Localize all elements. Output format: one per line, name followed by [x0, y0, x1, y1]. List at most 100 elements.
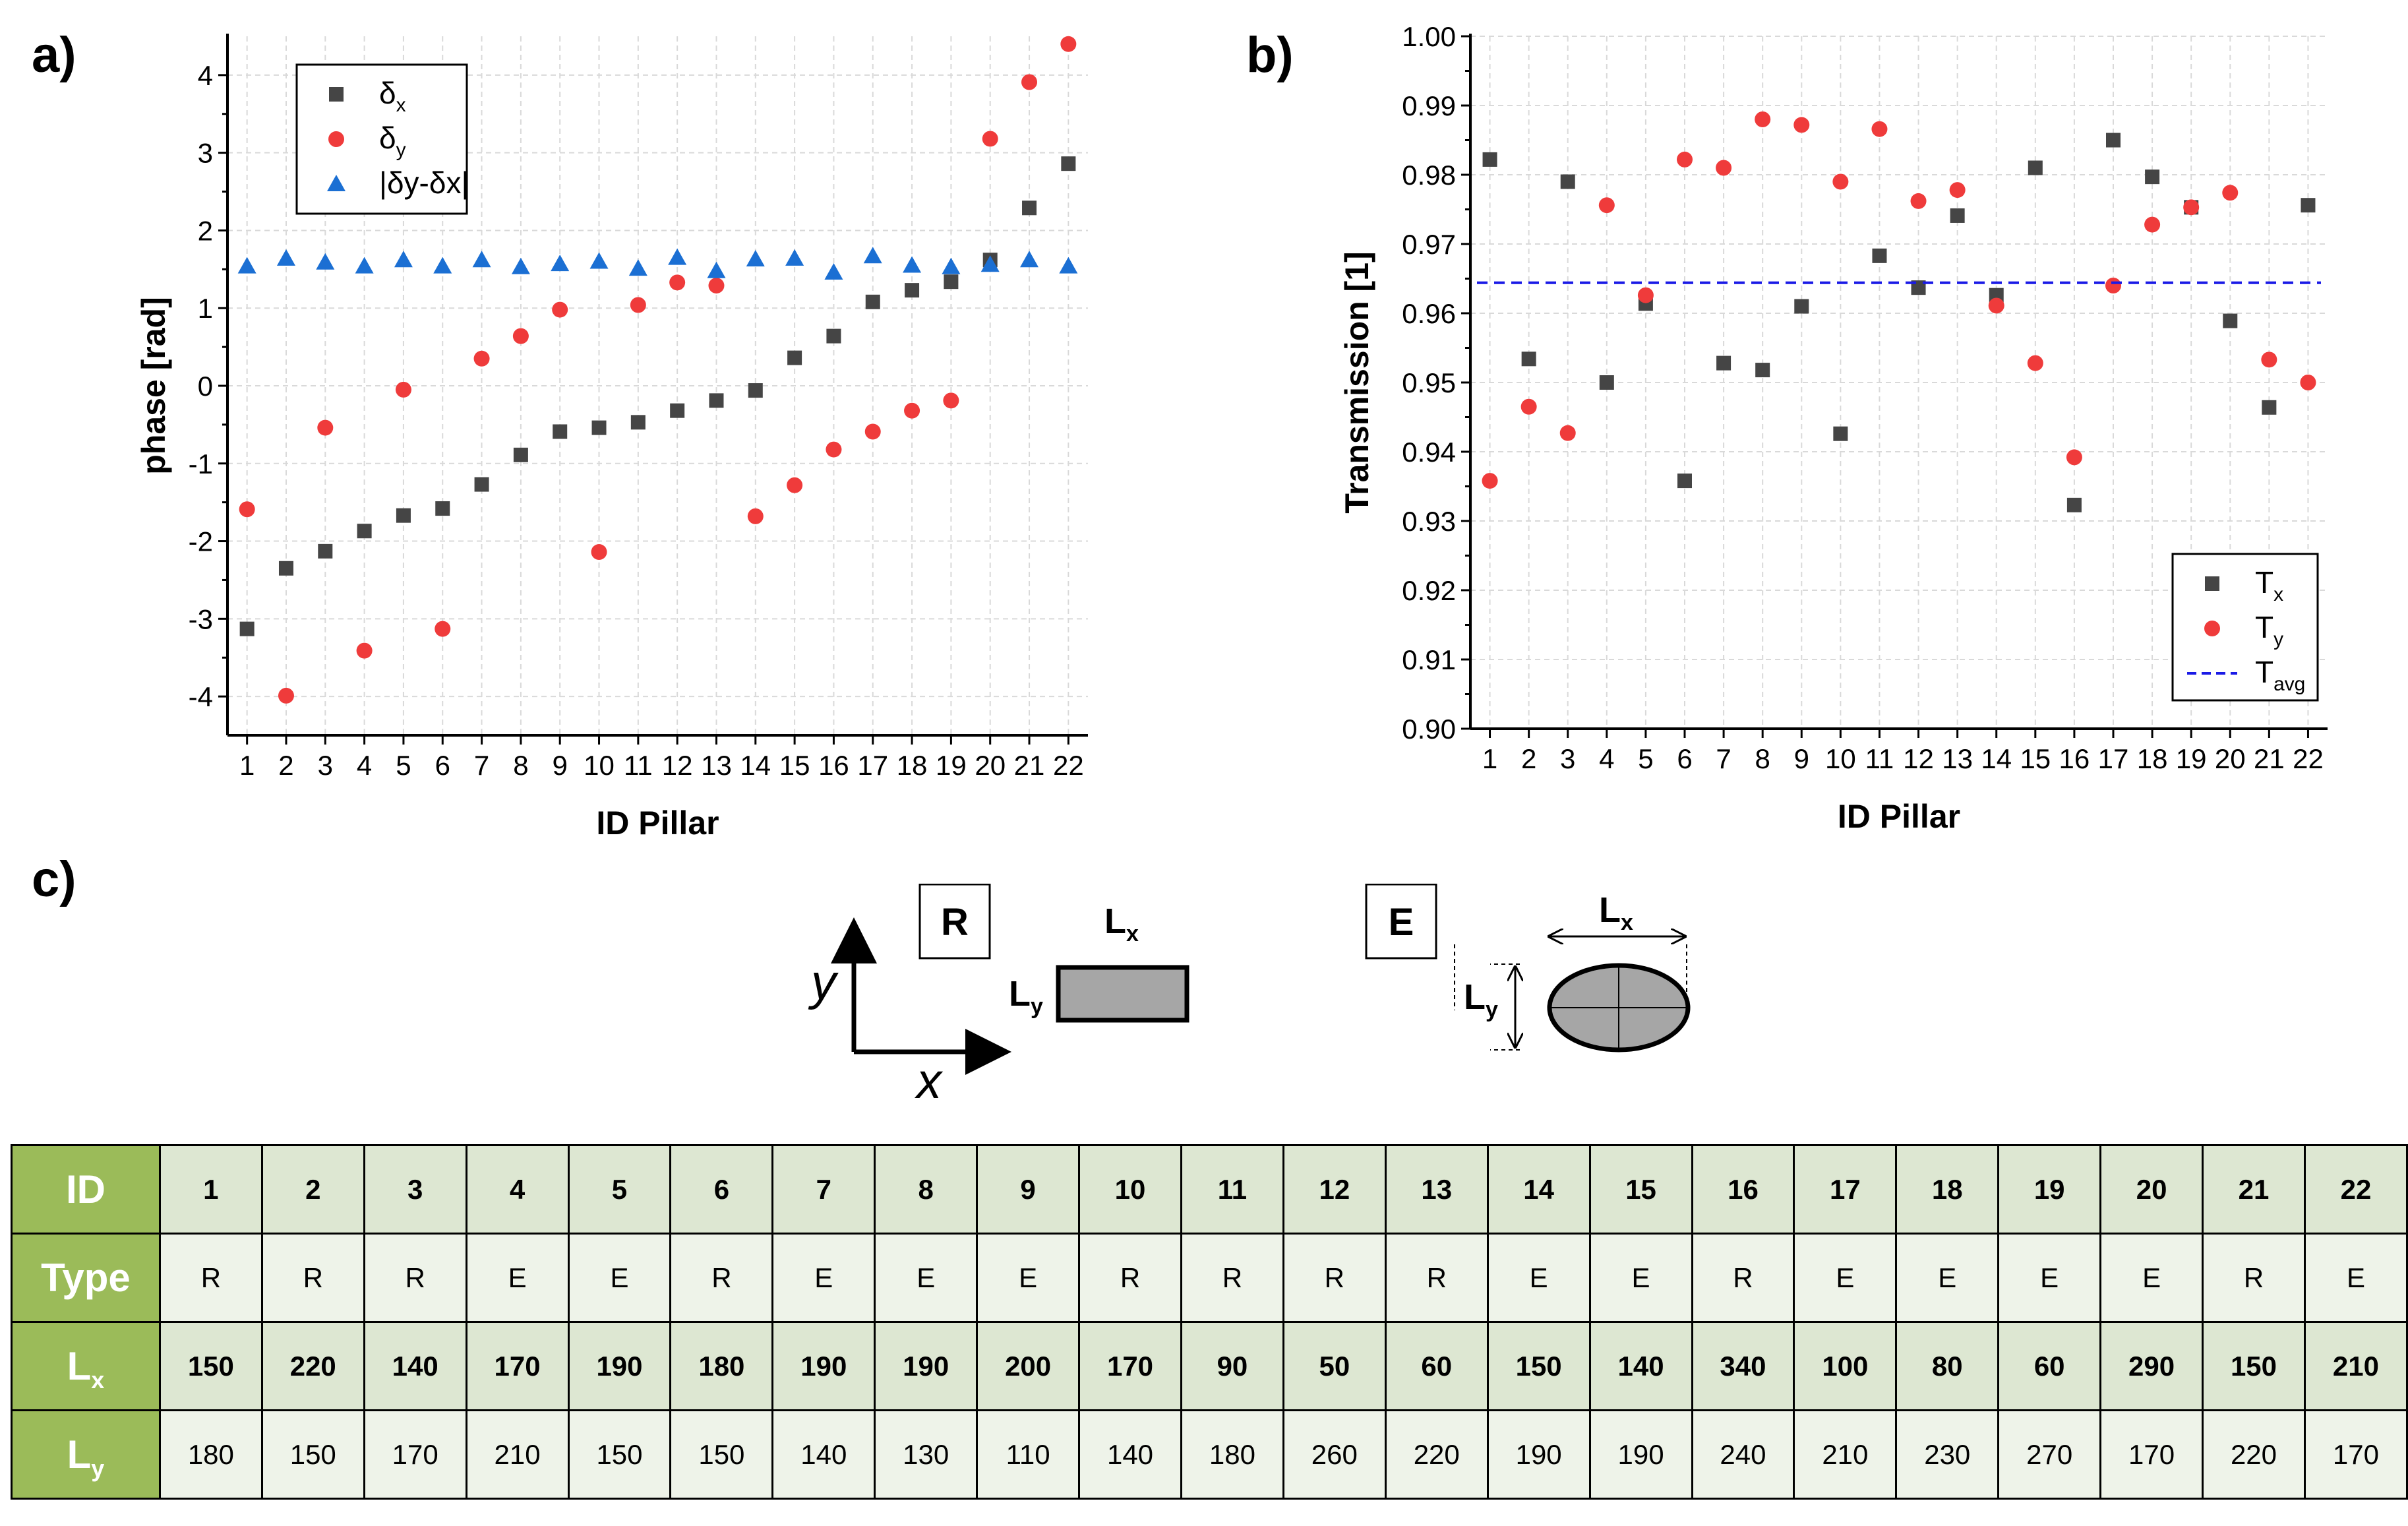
rect-pillar [1056, 965, 1189, 1023]
data-point-circle [630, 297, 646, 313]
data-point-square [1022, 200, 1037, 216]
rect-ly-label: Ly [1009, 974, 1043, 1019]
x-tick-label: 21 [2254, 743, 2285, 774]
data-point-square [2223, 313, 2238, 328]
table-cell-lx-6: 180 [669, 1321, 774, 1411]
legend: δx δy |δy-δx| [295, 63, 469, 215]
data-point-triangle [863, 247, 882, 264]
data-point-square [2028, 160, 2043, 175]
data-point-square [435, 501, 450, 516]
x-tick-label: 9 [1794, 743, 1809, 774]
data-point-triangle [942, 257, 961, 274]
table-cell-ids-13: 13 [1384, 1144, 1489, 1235]
data-point-triangle [433, 257, 452, 274]
table-cell-ly-17: 210 [1793, 1409, 1898, 1500]
x-tick-label: 2 [278, 750, 293, 781]
table-cell-ly-12: 260 [1282, 1409, 1387, 1500]
data-point-triangle [316, 253, 335, 270]
x-tick-label: 1 [1482, 743, 1497, 774]
grid-lines [1470, 36, 2328, 729]
data-point-square [1716, 355, 1731, 371]
data-point-square [396, 508, 411, 523]
ellipse-lx-label: Lx [1599, 890, 1633, 935]
table-cell-types-20: E [2099, 1233, 2204, 1323]
data-point-circle [512, 328, 529, 344]
data-point-triangle [980, 255, 1000, 272]
x-tick-label: 5 [1638, 743, 1653, 774]
table-cell-lx-18: 80 [1895, 1321, 2000, 1411]
table-cell-ids-12: 12 [1282, 1144, 1387, 1235]
y-tick-label: 1.00 [1402, 21, 1456, 52]
table-cell-ids-1: 1 [158, 1144, 263, 1235]
data-point-square [357, 524, 372, 539]
data-point-circle [356, 642, 373, 659]
y-axis-title: phase [rad] [135, 297, 172, 475]
x-tick-label: 13 [701, 750, 732, 781]
x-tick-label: 17 [2098, 743, 2129, 774]
table-cell-lx-17: 100 [1793, 1321, 1898, 1411]
table-cell-lx-20: 290 [2099, 1321, 2204, 1411]
x-tick-label: 16 [818, 750, 849, 781]
data-point-square [630, 415, 646, 430]
table-cell-ids-11: 11 [1180, 1144, 1284, 1235]
data-point-square [2301, 198, 2316, 213]
x-tick-label: 14 [740, 750, 771, 781]
data-point-square [1521, 351, 1536, 367]
table-header-lx: Lx [11, 1321, 161, 1411]
data-point-circle [669, 274, 686, 291]
y-tick-label: -2 [189, 526, 213, 557]
table-cell-ids-19: 19 [1997, 1144, 2102, 1235]
table-cell-ids-16: 16 [1691, 1144, 1795, 1235]
legend-label: δy [379, 121, 406, 161]
legend-marker-square [329, 87, 344, 102]
axis-y-label: y [808, 954, 839, 1010]
data-point-triangle [276, 249, 295, 266]
x-tick-label: 6 [1677, 743, 1692, 774]
panel-label-c: c) [32, 851, 76, 907]
data-point-triangle [511, 257, 530, 274]
ellipse-tag: E [1389, 901, 1414, 944]
data-point-triangle [355, 257, 374, 274]
legend-label: δx [379, 76, 406, 116]
y-tick-label: -1 [189, 448, 213, 479]
table-cell-lx-21: 150 [2202, 1321, 2306, 1411]
data-point-circle [1637, 287, 1654, 303]
data-point-square [1560, 174, 1575, 189]
x-tick-label: 10 [1825, 743, 1856, 774]
data-point-circle [1716, 160, 1732, 176]
table-cell-ids-8: 8 [874, 1144, 978, 1235]
data-point-square [1755, 363, 1770, 378]
table-cell-types-16: R [1691, 1233, 1795, 1323]
y-tick-label: 0.92 [1402, 575, 1456, 606]
x-tick-label: 22 [2293, 743, 2324, 774]
legend-label: Ty [2255, 610, 2283, 650]
table-cell-ly-21: 220 [2202, 1409, 2306, 1500]
data-point-circle [317, 419, 334, 436]
table-row-lx: Lx 150 220 140 170 190 180 190 190 200 170 90 50 60 1… [11, 1321, 2408, 1411]
table-cell-types-5: E [567, 1233, 672, 1323]
table-cell-ly-2: 150 [260, 1409, 365, 1500]
data-point-circle [826, 441, 842, 458]
x-tick-label: 18 [2137, 743, 2168, 774]
x-tick-label: 9 [553, 750, 568, 781]
pillar-dimensions-table: ID 1 2 3 4 5 6 7 8 9 10 11 12 13 14 15 16 17 18 19 20 21 22 T… [11, 1144, 2408, 1500]
table-cell-lx-19: 60 [1997, 1321, 2102, 1411]
data-point-circle [1793, 117, 1810, 133]
table-cell-ly-5: 150 [567, 1409, 672, 1500]
data-point-circle [708, 278, 725, 294]
x-tick-label: 15 [779, 750, 810, 781]
axis-x-label: x [914, 1053, 944, 1108]
data-point-triangle [746, 250, 765, 267]
data-point-circle [1060, 36, 1077, 52]
table-cell-lx-2: 220 [260, 1321, 365, 1411]
data-point-square [591, 420, 607, 435]
table-cell-types-9: E [976, 1233, 1081, 1323]
data-point-circle [2183, 199, 2200, 216]
table-cell-lx-9: 200 [976, 1321, 1081, 1411]
table-cell-types-21: R [2202, 1233, 2306, 1323]
rect-tag: R [941, 901, 969, 944]
x-tick-label: 16 [2059, 743, 2090, 774]
table-cell-ids-3: 3 [363, 1144, 467, 1235]
y-tick-label: 0.91 [1402, 644, 1456, 675]
data-point-circle [435, 621, 451, 637]
